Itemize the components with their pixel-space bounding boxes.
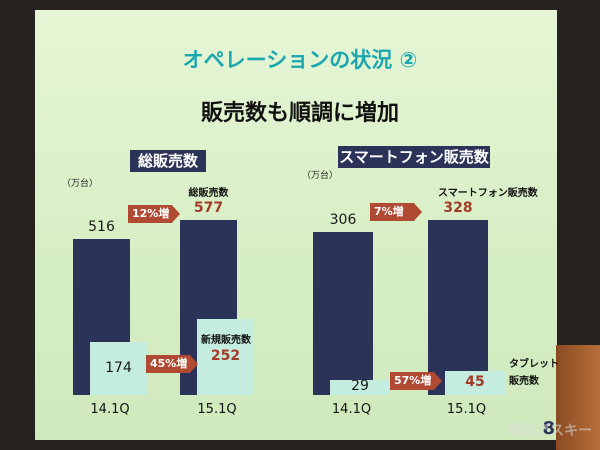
unit-label: （万台） — [62, 179, 99, 189]
chart-title-box: スマートフォン販売数 — [338, 146, 490, 168]
watermark: 週刊アスキー — [508, 423, 592, 439]
page-number: 8 — [542, 418, 555, 439]
value-label: 577 — [193, 200, 224, 216]
bar — [330, 379, 390, 395]
series-label: 総販売数 — [188, 188, 229, 199]
value-label: 252 — [210, 347, 241, 364]
x-tick-label: 15.1Q — [446, 402, 487, 417]
series-label: 新規販売数 — [201, 334, 251, 346]
bar — [445, 370, 505, 395]
growth-arrow: 45%増 — [146, 355, 198, 373]
value-label: 45 — [465, 373, 485, 390]
bar — [428, 220, 488, 395]
value-label: 306 — [329, 211, 357, 228]
value-label: 174 — [105, 359, 132, 376]
value-label: 29 — [351, 378, 369, 395]
slide-title: オペレーションの状況 ② — [182, 48, 418, 72]
bar — [197, 318, 254, 395]
growth-arrow: 7%増 — [370, 203, 422, 221]
bar — [313, 231, 373, 395]
value-label: 516 — [88, 218, 115, 235]
series-label: スマートフォン販売数 — [438, 188, 538, 199]
series-label: タブレット販売数 — [509, 359, 559, 387]
chart-title-box: 総販売数 — [130, 150, 206, 172]
growth-arrow: 12%増 — [128, 205, 180, 223]
slide-subtitle: 販売数も順調に増加 — [200, 101, 399, 126]
unit-label: （万台） — [302, 171, 339, 181]
x-tick-label: 14.1Q — [331, 402, 372, 417]
x-tick-label: 15.1Q — [197, 402, 237, 417]
x-tick-label: 14.1Q — [90, 402, 130, 417]
bar — [90, 342, 147, 395]
growth-arrow: 57%増 — [390, 372, 442, 390]
value-label: 328 — [443, 200, 473, 216]
podium — [556, 345, 600, 450]
